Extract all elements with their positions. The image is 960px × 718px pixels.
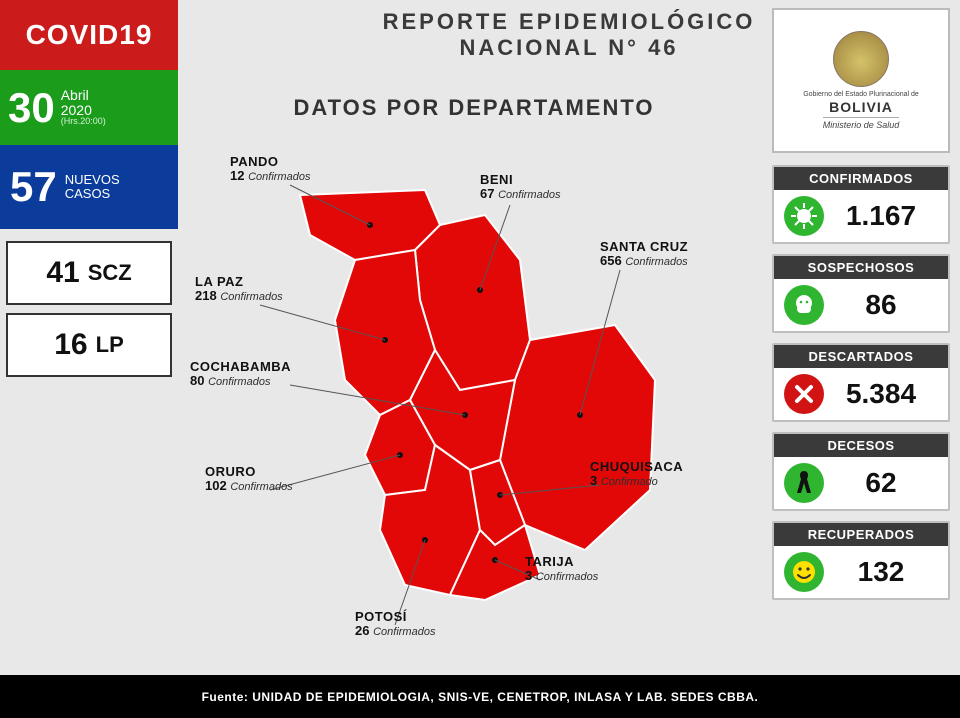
beni-name: BENI (480, 173, 560, 187)
right-stats: CONFIRMADOS 1.167 SOSPECHOSOS 86 DESCART… (772, 165, 950, 610)
emblem-ministry: Ministerio de Salud (823, 117, 900, 130)
card-decesos-value: 62 (824, 467, 938, 499)
label-santacruz: SANTA CRUZ 656 Confirmados (600, 240, 688, 268)
x-icon (784, 374, 824, 414)
chuquisaca-name: CHUQUISACA (590, 460, 683, 474)
santacruz-count: 656 (600, 253, 622, 268)
new-cases-box: 57 NUEVOS CASOS (0, 145, 178, 233)
left-stats: 57 NUEVOS CASOS 41 SCZ 16 LP (0, 145, 178, 385)
date-badge: 30 Abril 2020 (Hrs.20:00) (0, 70, 178, 145)
scz-box: 41 SCZ (6, 241, 172, 305)
lapaz-name: LA PAZ (195, 275, 283, 289)
potosi-count: 26 (355, 623, 369, 638)
card-sospechosos-label: SOSPECHOSOS (774, 256, 948, 279)
ribbon-icon (784, 463, 824, 503)
date-month: Abril (61, 88, 106, 103)
potosi-name: POTOSÍ (355, 610, 435, 624)
card-confirmados-label: CONFIRMADOS (774, 167, 948, 190)
label-chuquisaca: CHUQUISACA 3 Confirmado (590, 460, 683, 488)
tarija-word: Confirmados (536, 571, 598, 583)
santacruz-name: SANTA CRUZ (600, 240, 688, 254)
card-descartados-label: DESCARTADOS (774, 345, 948, 368)
covid-badge: COVID19 (0, 0, 178, 70)
lp-number: 16 (54, 328, 87, 362)
smile-icon (784, 552, 824, 592)
label-potosi: POTOSÍ 26 Confirmados (355, 610, 435, 638)
mask-icon (784, 285, 824, 325)
card-sospechosos-value: 86 (824, 289, 938, 321)
map-area: PANDO 12 Confirmados BENI 67 Confirmados… (190, 155, 750, 655)
emblem-country: BOLIVIA (829, 99, 893, 115)
tarija-count: 3 (525, 568, 532, 583)
label-beni: BENI 67 Confirmados (480, 173, 560, 201)
cochabamba-name: COCHABAMBA (190, 360, 291, 374)
new-cases-label1: NUEVOS (65, 173, 120, 187)
government-emblem: Gobierno del Estado Plurinacional de BOL… (772, 8, 950, 153)
emblem-gov-text: Gobierno del Estado Plurinacional de (803, 91, 919, 99)
date-year: 2020 (61, 103, 106, 118)
title-line1: REPORTE EPIDEMIOLÓGICO (383, 9, 756, 35)
card-descartados: DESCARTADOS 5.384 (772, 343, 950, 422)
pando-word: Confirmados (248, 171, 310, 183)
oruro-name: ORURO (205, 465, 293, 479)
cochabamba-count: 80 (190, 373, 204, 388)
card-recuperados-label: RECUPERADOS (774, 523, 948, 546)
chuquisaca-count: 3 (590, 473, 597, 488)
new-cases-label2: CASOS (65, 187, 120, 201)
potosi-word: Confirmados (373, 626, 435, 638)
pando-name: PANDO (230, 155, 310, 169)
beni-count: 67 (480, 186, 494, 201)
lapaz-count: 218 (195, 288, 217, 303)
scz-abbr: SCZ (88, 260, 132, 286)
pando-count: 12 (230, 168, 244, 183)
leader-lines (190, 155, 750, 655)
tarija-name: TARIJA (525, 555, 598, 569)
card-confirmados-value: 1.167 (824, 200, 938, 232)
page: COVID19 REPORTE EPIDEMIOLÓGICO NACIONAL … (0, 0, 960, 675)
date-day: 30 (8, 84, 55, 132)
coat-of-arms-icon (833, 31, 889, 87)
oruro-word: Confirmados (230, 481, 292, 493)
new-cases-number: 57 (10, 163, 57, 211)
lp-box: 16 LP (6, 313, 172, 377)
label-lapaz: LA PAZ 218 Confirmados (195, 275, 283, 303)
card-sospechosos: SOSPECHOSOS 86 (772, 254, 950, 333)
chuquisaca-word: Confirmado (601, 476, 658, 488)
label-pando: PANDO 12 Confirmados (230, 155, 310, 183)
label-cochabamba: COCHABAMBA 80 Confirmados (190, 360, 291, 388)
title-line2: NACIONAL N° 46 (459, 35, 678, 61)
santacruz-word: Confirmados (625, 256, 687, 268)
card-recuperados: RECUPERADOS 132 (772, 521, 950, 600)
card-recuperados-value: 132 (824, 556, 938, 588)
label-tarija: TARIJA 3 Confirmados (525, 555, 598, 583)
lapaz-word: Confirmados (220, 291, 282, 303)
footer-source: Fuente: UNIDAD DE EPIDEMIOLOGIA, SNIS-VE… (0, 675, 960, 718)
scz-number: 41 (46, 256, 79, 290)
virus-icon (784, 196, 824, 236)
card-decesos-label: DECESOS (774, 434, 948, 457)
oruro-count: 102 (205, 478, 227, 493)
card-confirmados: CONFIRMADOS 1.167 (772, 165, 950, 244)
lp-abbr: LP (96, 332, 124, 358)
card-descartados-value: 5.384 (824, 378, 938, 410)
card-decesos: DECESOS 62 (772, 432, 950, 511)
cochabamba-word: Confirmados (208, 376, 270, 388)
label-oruro: ORURO 102 Confirmados (205, 465, 293, 493)
beni-word: Confirmados (498, 189, 560, 201)
date-hours: (Hrs.20:00) (61, 117, 106, 126)
